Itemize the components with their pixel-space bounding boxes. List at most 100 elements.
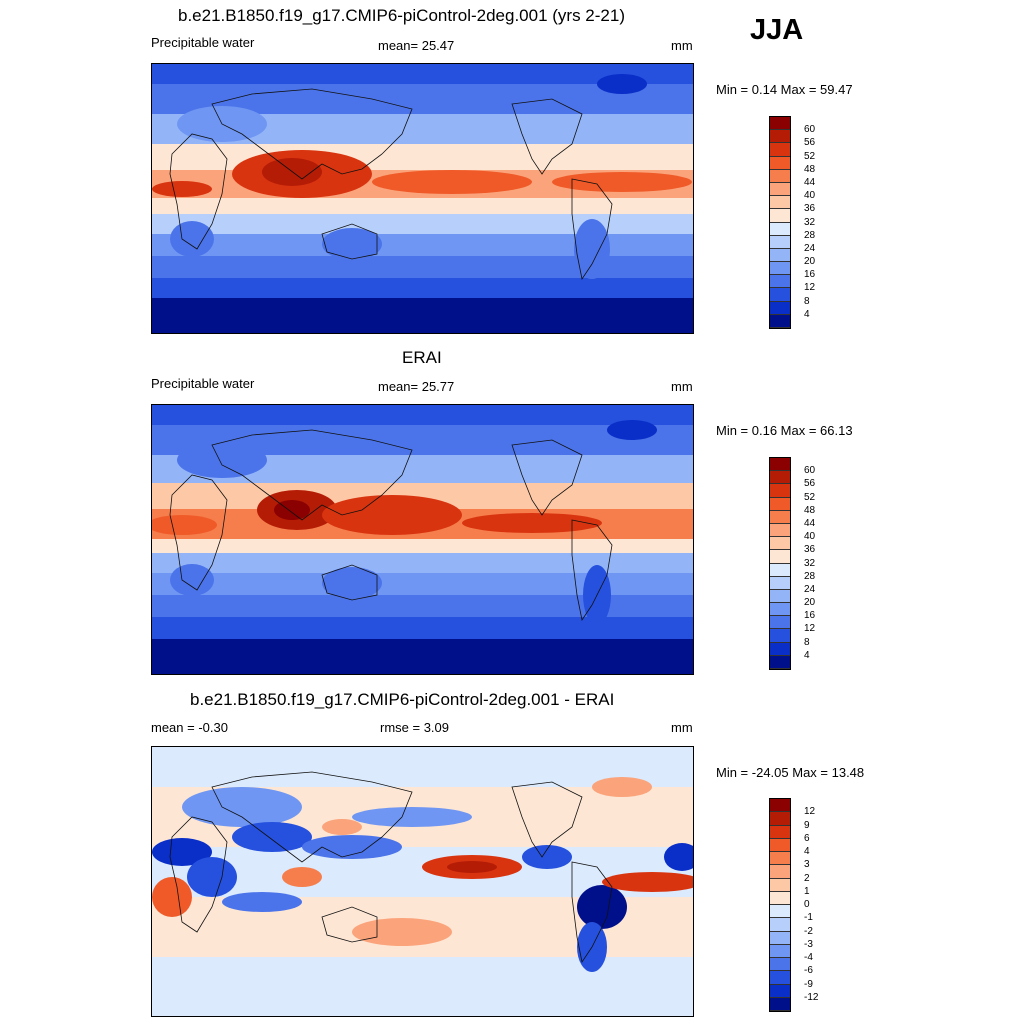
colorbar-swatch [770,984,790,998]
colorbar-swatch [770,589,790,604]
colorbar-swatch [770,196,790,210]
colorbar-swatch [770,301,790,315]
colorbar-swatch [770,523,790,538]
colorbar-swatch [770,550,790,564]
colorbar-tick-label: 48 [804,163,816,175]
colorbar-tick-label: 60 [804,124,816,136]
colorbar-tick-label: -2 [804,925,813,937]
colorbar-tick-label: -3 [804,938,813,950]
colorbar-tick-label: 20 [804,256,816,268]
panel3-rmse-label: rmse = 3.09 [380,720,450,735]
panel3-mean-label: mean = -0.30 [151,720,228,735]
colorbar-swatch [770,156,790,170]
colorbar-tick-label: -6 [804,965,813,977]
colorbar-tick-label: -1 [804,912,813,924]
colorbar-swatch [770,997,790,1011]
colorbar-swatch [770,918,790,932]
colorbar-tick-label: -9 [804,978,813,990]
colorbar-swatch [770,563,790,577]
colorbar-swatch [770,169,790,183]
panel1-variable-label: Precipitable water [151,35,255,50]
colorbar-swatch [770,262,790,276]
colorbar-swatch [770,248,790,263]
panel2-mean-label: mean= 25.77 [378,379,455,394]
colorbar-tick-label: 3 [804,859,810,871]
colorbar-swatch [770,497,790,511]
colorbar-swatch [770,510,790,524]
colorbar-swatch [770,471,790,485]
colorbar-swatch [770,576,790,590]
panel2-map [151,404,694,675]
panel3-units-label: mm [671,720,693,735]
season-label: JJA [750,14,804,46]
colorbar-tick-label: 44 [804,517,816,529]
colorbar-swatch [770,852,790,866]
colorbar-tick-label: 1 [804,885,810,897]
colorbar-swatch [770,209,790,223]
colorbar-tick-label: 2 [804,872,810,884]
colorbar-tick-label: 36 [804,203,816,215]
panel2-variable-label: Precipitable water [151,376,255,391]
panel2-units-label: mm [671,379,693,394]
colorbar-swatch [770,458,790,472]
panel2-title: ERAI [402,348,442,367]
colorbar-swatch [770,117,790,131]
colorbar-tick-label: 16 [804,610,816,622]
colorbar-tick-label: -12 [804,991,819,1003]
colorbar-swatch [770,222,790,236]
colorbar-tick-label: 40 [804,531,816,543]
colorbar-tick-label: 44 [804,176,816,188]
panel3-colorbar [769,798,791,1012]
colorbar-tick-label: 4 [804,649,810,661]
colorbar-swatch [770,958,790,972]
panel1-units-label: mm [671,38,693,53]
colorbar-swatch [770,931,790,945]
panel3-map [151,746,694,1017]
colorbar-swatch [770,799,790,813]
colorbar-swatch [770,537,790,551]
colorbar-tick-label: 24 [804,242,816,254]
colorbar-tick-label: 56 [804,137,816,149]
colorbar-swatch [770,616,790,630]
colorbar-tick-label: 28 [804,229,816,241]
colorbar-swatch [770,235,790,249]
panel3-title: b.e21.B1850.f19_g17.CMIP6-piControl-2deg… [190,690,615,709]
colorbar-tick-label: 0 [804,899,810,910]
colorbar-swatch [770,944,790,958]
colorbar-swatch [770,642,790,656]
colorbar-tick-label: 52 [804,150,816,162]
colorbar-tick-label: 12 [804,806,816,818]
colorbar-swatch [770,314,790,328]
colorbar-tick-label: 8 [804,295,810,307]
colorbar-tick-label: 40 [804,190,816,202]
panel2-colorbar [769,457,791,670]
colorbar-swatch [770,275,790,289]
colorbar-tick-label: 4 [804,846,810,857]
colorbar-swatch [770,971,790,985]
panel1-minmax-label: Min = 0.14 Max = 59.47 [716,82,853,97]
colorbar-tick-label: 12 [804,282,816,294]
colorbar-swatch [770,878,790,892]
colorbar-tick-label: 16 [804,269,816,281]
colorbar-tick-label: 12 [804,623,816,635]
panel2-minmax-label: Min = 0.16 Max = 66.13 [716,423,853,438]
colorbar-swatch [770,484,790,498]
colorbar-tick-label: 8 [804,636,810,648]
colorbar-tick-label: -4 [804,952,813,963]
colorbar-swatch [770,655,790,669]
panel1-title: b.e21.B1850.f19_g17.CMIP6-piControl-2deg… [178,6,625,25]
colorbar-swatch [770,143,790,157]
colorbar-tick-label: 6 [804,832,810,844]
colorbar-swatch [770,812,790,826]
colorbar-tick-label: 36 [804,544,816,556]
colorbar-swatch [770,130,790,144]
colorbar-tick-label: 48 [804,504,816,516]
colorbar-swatch [770,891,790,905]
colorbar-swatch [770,838,790,852]
colorbar-swatch [770,905,790,919]
colorbar-tick-label: 32 [804,557,816,569]
panel1-colorbar [769,116,791,329]
colorbar-tick-label: 32 [804,216,816,228]
colorbar-tick-label: 56 [804,478,816,490]
panel3-minmax-label: Min = -24.05 Max = 13.48 [716,765,865,780]
